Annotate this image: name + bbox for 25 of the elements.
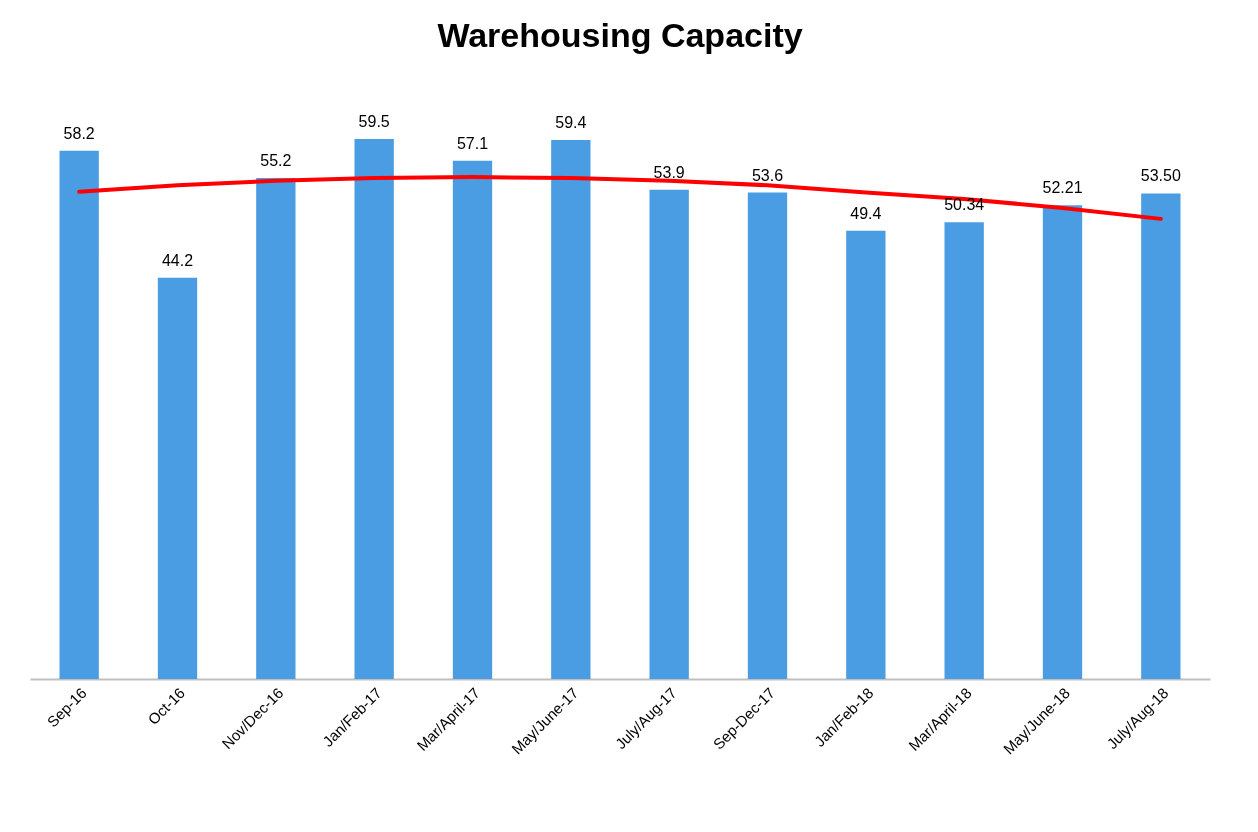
data-label: 52.21 (1042, 179, 1083, 197)
bar (747, 192, 788, 679)
bar (157, 277, 198, 679)
bar (256, 178, 296, 679)
bar (944, 222, 984, 679)
data-label: 59.4 (555, 113, 587, 131)
data-label: 58.2 (63, 124, 95, 142)
data-label: 53.6 (751, 166, 784, 184)
data-label: 44.2 (161, 251, 194, 269)
bar (354, 139, 394, 679)
data-label: 55.2 (260, 152, 292, 170)
bar (551, 139, 591, 679)
chart-title: Warehousing Capacity (437, 16, 803, 54)
bar (59, 150, 99, 679)
bar (649, 189, 689, 679)
bar (846, 230, 886, 679)
data-label: 53.50 (1140, 167, 1181, 185)
data-label: 53.9 (653, 163, 685, 181)
bar (1042, 205, 1083, 679)
data-label: 59.5 (358, 113, 390, 130)
bar (452, 160, 493, 679)
data-label: 49.4 (850, 204, 882, 222)
bar (1141, 193, 1181, 679)
data-label: 50.34 (944, 196, 985, 214)
data-label: 57.1 (456, 134, 489, 152)
